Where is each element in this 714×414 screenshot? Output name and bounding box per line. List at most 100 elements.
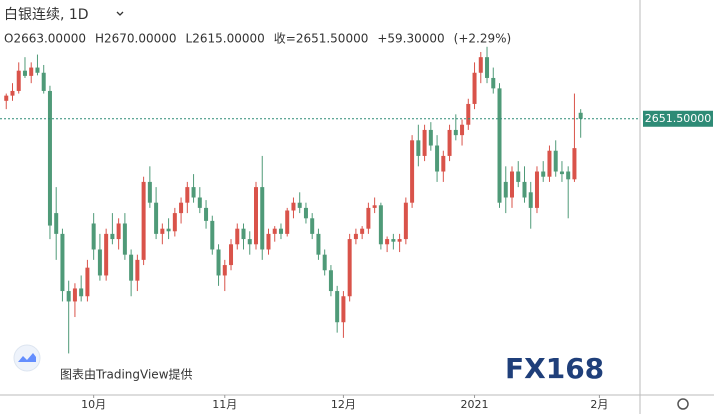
candle-body <box>185 187 190 203</box>
candle-body <box>310 218 315 234</box>
last-price-label: 2651.50000 <box>645 112 711 125</box>
candle-body <box>216 249 221 276</box>
candle-body <box>466 103 471 125</box>
candle-body <box>391 239 396 242</box>
candle-body <box>422 129 427 156</box>
candle-body <box>397 239 402 242</box>
candle-body <box>378 205 383 245</box>
candle-body <box>485 57 490 78</box>
candle-body <box>353 233 358 240</box>
candle-body <box>10 90 15 96</box>
candle-body <box>154 202 159 234</box>
candle-body <box>135 259 140 281</box>
candle-body <box>578 112 583 119</box>
candle-body <box>166 228 171 232</box>
candle-body <box>372 205 377 208</box>
dropdown-arrow[interactable] <box>116 11 124 16</box>
last-price-box <box>643 110 713 127</box>
tv-logo-icon <box>18 353 36 362</box>
header-value: 收=2651.50000 <box>274 32 369 46</box>
candle-body <box>435 145 440 172</box>
candle-body <box>247 239 252 245</box>
x-tick-label: 10月 <box>81 398 106 411</box>
candle-body <box>79 288 84 297</box>
candle-body <box>497 88 502 203</box>
candle-body <box>347 239 352 297</box>
candle-body <box>210 220 215 250</box>
candle-body <box>179 202 184 214</box>
candle-body <box>22 70 27 76</box>
candle-body <box>447 129 452 156</box>
candle-body <box>278 228 283 234</box>
candle-body <box>566 171 571 180</box>
candle-body <box>472 72 477 104</box>
candle-body <box>141 181 146 260</box>
candle-body <box>328 270 333 292</box>
candle-body <box>341 296 346 323</box>
candle-body <box>129 254 134 281</box>
candle-body <box>66 291 71 302</box>
candle-body <box>285 210 290 234</box>
candle-body <box>91 223 96 250</box>
candle-body <box>491 77 496 89</box>
header-value: (+2.29%) <box>454 32 512 46</box>
candle-body <box>528 192 533 208</box>
candle-body <box>160 228 165 234</box>
candle-body <box>559 171 564 175</box>
candle-body <box>41 72 46 91</box>
candle-body <box>122 223 127 255</box>
candle-body <box>110 233 115 240</box>
symbol-title[interactable]: 白银连续, 1D <box>4 6 89 23</box>
candle-body <box>147 181 152 203</box>
candle-body <box>522 181 527 198</box>
candle-body <box>204 207 209 221</box>
candle-body <box>241 228 246 240</box>
ohlc-header: O2663.00000 H2670.00000 L2615.00000 收=2651.… <box>4 32 511 46</box>
candle-body <box>385 239 390 245</box>
candle-body <box>441 155 446 172</box>
tv-logo[interactable] <box>13 344 41 372</box>
candle-body <box>403 202 408 240</box>
watermark: 图表由TradingView提供 <box>60 367 193 382</box>
header-value: O2663.00000 <box>4 32 86 46</box>
plot: 10月 11月 12月 2021 2月 2651.50000 <box>0 46 713 411</box>
candle-body <box>460 124 465 136</box>
candle-body <box>503 181 508 198</box>
header-value: H2670.00000 <box>95 32 177 46</box>
settings-icon[interactable] <box>677 398 689 410</box>
candle-body <box>416 140 421 156</box>
x-tick-label: 12月 <box>331 398 356 411</box>
candle-body <box>260 187 265 250</box>
candle-body <box>303 207 308 219</box>
candle-body <box>453 129 458 136</box>
candle-body <box>410 140 415 203</box>
x-tick-label: 2月 <box>590 398 608 411</box>
candle-body <box>47 90 52 226</box>
candle-body <box>172 213 177 232</box>
candle-body <box>516 171 521 182</box>
candle-body <box>85 267 90 297</box>
candle-body <box>97 249 102 276</box>
candle-body <box>366 207 371 229</box>
candle-body <box>54 213 59 234</box>
candle-body <box>104 233 109 276</box>
candle-body <box>222 265 227 276</box>
candle-body <box>197 197 202 208</box>
candle-body <box>16 70 21 91</box>
candle-body <box>297 202 302 208</box>
candle-body <box>360 228 365 234</box>
candle-body <box>4 95 9 101</box>
fx168-logo: FX168 <box>505 352 604 385</box>
candle-body <box>229 244 234 266</box>
candle-body <box>254 187 258 245</box>
candle-body <box>266 233 271 250</box>
candle-body <box>72 288 77 302</box>
candle-body <box>547 150 552 177</box>
candle-body <box>191 187 196 198</box>
x-tick-label: 2021 <box>461 398 489 411</box>
candle-body <box>35 67 40 73</box>
candle-body <box>335 291 340 323</box>
candle-body <box>553 150 558 172</box>
